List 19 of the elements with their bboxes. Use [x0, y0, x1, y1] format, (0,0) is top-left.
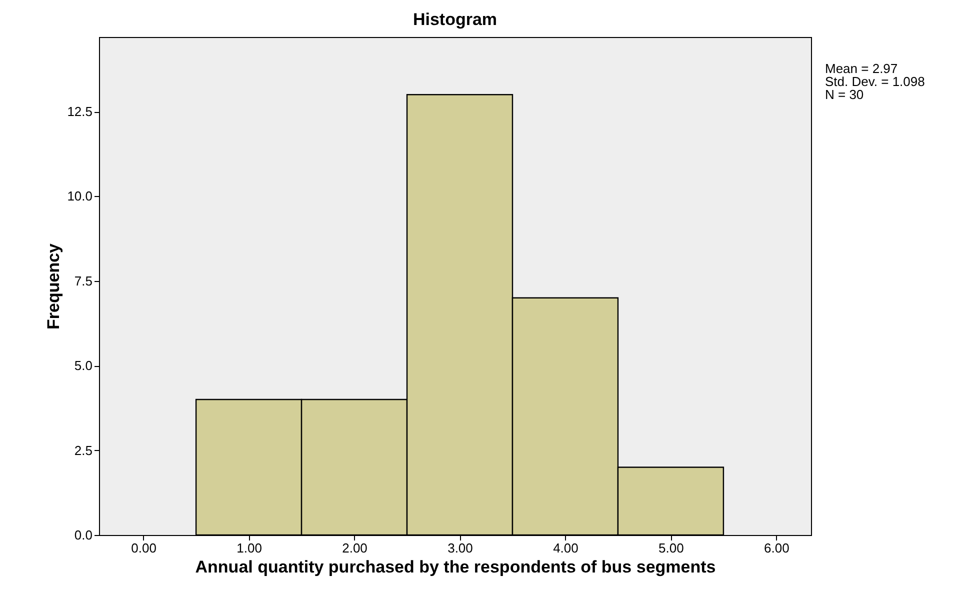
- y-tick-label: 7.5: [74, 273, 92, 288]
- y-tick-label: 5.0: [74, 358, 92, 374]
- y-tick-label: 12.5: [67, 104, 92, 120]
- text: Std. Dev. = 1.098: [825, 74, 925, 89]
- y-tick-label: 2.5: [74, 442, 92, 458]
- y-axis-title: Frequency: [44, 242, 64, 330]
- y-tick-label: 10.0: [67, 188, 92, 204]
- text: N = 30: [825, 87, 865, 102]
- x-tick-label: 0.00: [131, 540, 156, 556]
- x-tick-label: 5.00: [658, 540, 684, 556]
- x-tick-label: 1.00: [236, 540, 262, 556]
- x-tick-label: 3.00: [448, 540, 473, 556]
- x-axis-title: Annual quantity purchased by the respondents of bus segments: [195, 558, 716, 576]
- x-tick-label: 6.00: [764, 540, 790, 556]
- text: Mean = 2.97: [825, 61, 899, 76]
- x-tick-label: 2.00: [342, 540, 368, 556]
- x-tick-label: 4.00: [553, 540, 578, 556]
- y-tick-label: 0.0: [74, 528, 92, 542]
- chart-title: Histogram: [412, 10, 498, 29]
